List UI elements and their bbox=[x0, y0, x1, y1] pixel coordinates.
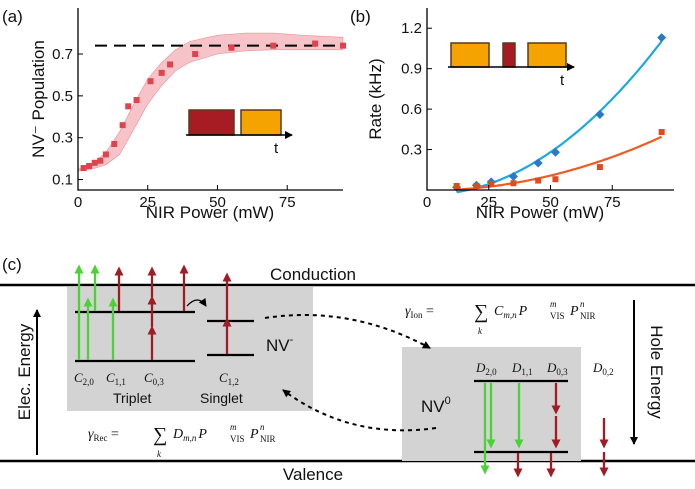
svg-text:γRec =: γRec = bbox=[88, 427, 119, 443]
svg-text:VIS: VIS bbox=[230, 434, 245, 444]
svg-text:P: P bbox=[249, 427, 259, 442]
red-pulse bbox=[503, 43, 515, 67]
data-point bbox=[659, 129, 665, 135]
x-tick-label: 75 bbox=[279, 194, 296, 211]
x-axis-label-a: NIR Power (mW) bbox=[146, 203, 274, 222]
singlet-label: Singlet bbox=[200, 390, 243, 406]
panel-b: (b) 0 25 50 75 0.3 0.6 0.9 1.2 NIR Power (mW) R… bbox=[350, 7, 674, 222]
svg-text:Cm,nP: Cm,n P bbox=[494, 304, 528, 320]
y-axis-label-a: NV⁻ Population bbox=[29, 40, 48, 158]
data-point bbox=[595, 110, 604, 119]
svg-text:NIR: NIR bbox=[260, 434, 276, 444]
y-axis-label-b: Rate (kHz) bbox=[366, 58, 385, 139]
data-point bbox=[535, 178, 541, 184]
data-point bbox=[192, 51, 198, 57]
svg-text:k: k bbox=[478, 326, 483, 336]
label-d02: D0,2 bbox=[592, 360, 614, 377]
time-label: t bbox=[560, 72, 565, 89]
svg-text:P: P bbox=[569, 304, 579, 319]
gamma-ion-equation: γIon = ∑ k Cm,n P m VIS P n NIR bbox=[405, 299, 596, 336]
axes-b bbox=[427, 8, 674, 190]
svg-text:∑: ∑ bbox=[153, 424, 167, 446]
panel-label-b: (b) bbox=[350, 7, 371, 26]
svg-text:m: m bbox=[550, 299, 557, 309]
nv-minus-label: NV- bbox=[266, 334, 294, 355]
y-tick-label: 0.6 bbox=[401, 101, 422, 118]
data-point bbox=[120, 122, 126, 128]
valence-label: Valence bbox=[283, 465, 343, 484]
data-point bbox=[81, 165, 87, 171]
orange-pulse bbox=[241, 110, 281, 135]
svg-text:m: m bbox=[230, 422, 237, 432]
svg-text:NIR: NIR bbox=[580, 311, 596, 321]
data-point bbox=[148, 78, 154, 84]
data-point bbox=[657, 33, 666, 42]
panel-a: (a) 0 25 50 75 0.1 0.3 0.5 0.7 NIR Power (mW) N… bbox=[2, 7, 346, 222]
data-point bbox=[228, 45, 234, 51]
elec-energy-label: Elec. Energy bbox=[15, 323, 34, 420]
y-tick-label: 0.1 bbox=[52, 172, 73, 189]
x-tick-label: 0 bbox=[423, 194, 431, 211]
y-tick-label: 0.3 bbox=[401, 142, 422, 159]
x-tick-label: 75 bbox=[604, 194, 621, 211]
hole-energy-label: Hole Energy bbox=[647, 325, 666, 419]
svg-text:γIon =: γIon = bbox=[405, 304, 434, 320]
data-point bbox=[103, 151, 109, 157]
data-point bbox=[454, 183, 460, 189]
x-axis-label-b: NIR Power (mW) bbox=[476, 203, 604, 222]
conduction-label: Conduction bbox=[270, 265, 356, 284]
data-point bbox=[111, 141, 117, 147]
data-point bbox=[270, 43, 276, 49]
data-point bbox=[552, 176, 558, 182]
gamma-rec-equation: γRec = ∑ k Dm,n P m VIS P n NIR bbox=[88, 422, 276, 459]
svg-text:k: k bbox=[157, 449, 162, 459]
y-tick-label: 1.2 bbox=[401, 20, 422, 37]
data-point bbox=[312, 41, 318, 47]
data-point bbox=[597, 164, 603, 170]
confidence-band-area bbox=[78, 33, 343, 171]
data-point bbox=[159, 70, 165, 76]
panel-label-a: (a) bbox=[2, 7, 23, 26]
panel-c: (c) Conduction Valence Elec. Energy Hole… bbox=[0, 255, 695, 484]
y-tick-label: 0.5 bbox=[52, 88, 73, 105]
pulse-inset-a: t bbox=[186, 110, 292, 157]
data-point bbox=[97, 158, 103, 164]
svg-text:Dm,nP: Dm,n P bbox=[172, 427, 207, 443]
data-point bbox=[340, 43, 346, 49]
panel-label-c: (c) bbox=[2, 255, 22, 274]
data-point bbox=[534, 159, 543, 168]
data-point bbox=[510, 180, 516, 186]
data-point bbox=[86, 163, 92, 169]
y-tick-label: 0.9 bbox=[401, 61, 422, 78]
triplet-label: Triplet bbox=[113, 390, 151, 406]
confidence-band bbox=[78, 33, 343, 171]
red-pulse bbox=[189, 110, 234, 135]
svg-text:n: n bbox=[260, 422, 265, 432]
pulse-inset-b: t bbox=[448, 43, 574, 89]
data-point bbox=[551, 148, 560, 157]
orange-pulse-1 bbox=[451, 43, 489, 67]
svg-text:∑: ∑ bbox=[474, 301, 488, 323]
data-point bbox=[134, 97, 140, 103]
y-tick-label: 0.7 bbox=[52, 46, 73, 63]
svg-text:VIS: VIS bbox=[550, 311, 565, 321]
data-point bbox=[125, 103, 131, 109]
data-point bbox=[167, 61, 173, 67]
orange-pulse-2 bbox=[528, 43, 566, 67]
data-point bbox=[473, 183, 479, 189]
svg-text:n: n bbox=[580, 299, 585, 309]
x-tick-label: 0 bbox=[74, 194, 82, 211]
y-tick-label: 0.3 bbox=[52, 130, 73, 147]
data-point bbox=[92, 160, 98, 166]
time-label: t bbox=[274, 140, 279, 157]
